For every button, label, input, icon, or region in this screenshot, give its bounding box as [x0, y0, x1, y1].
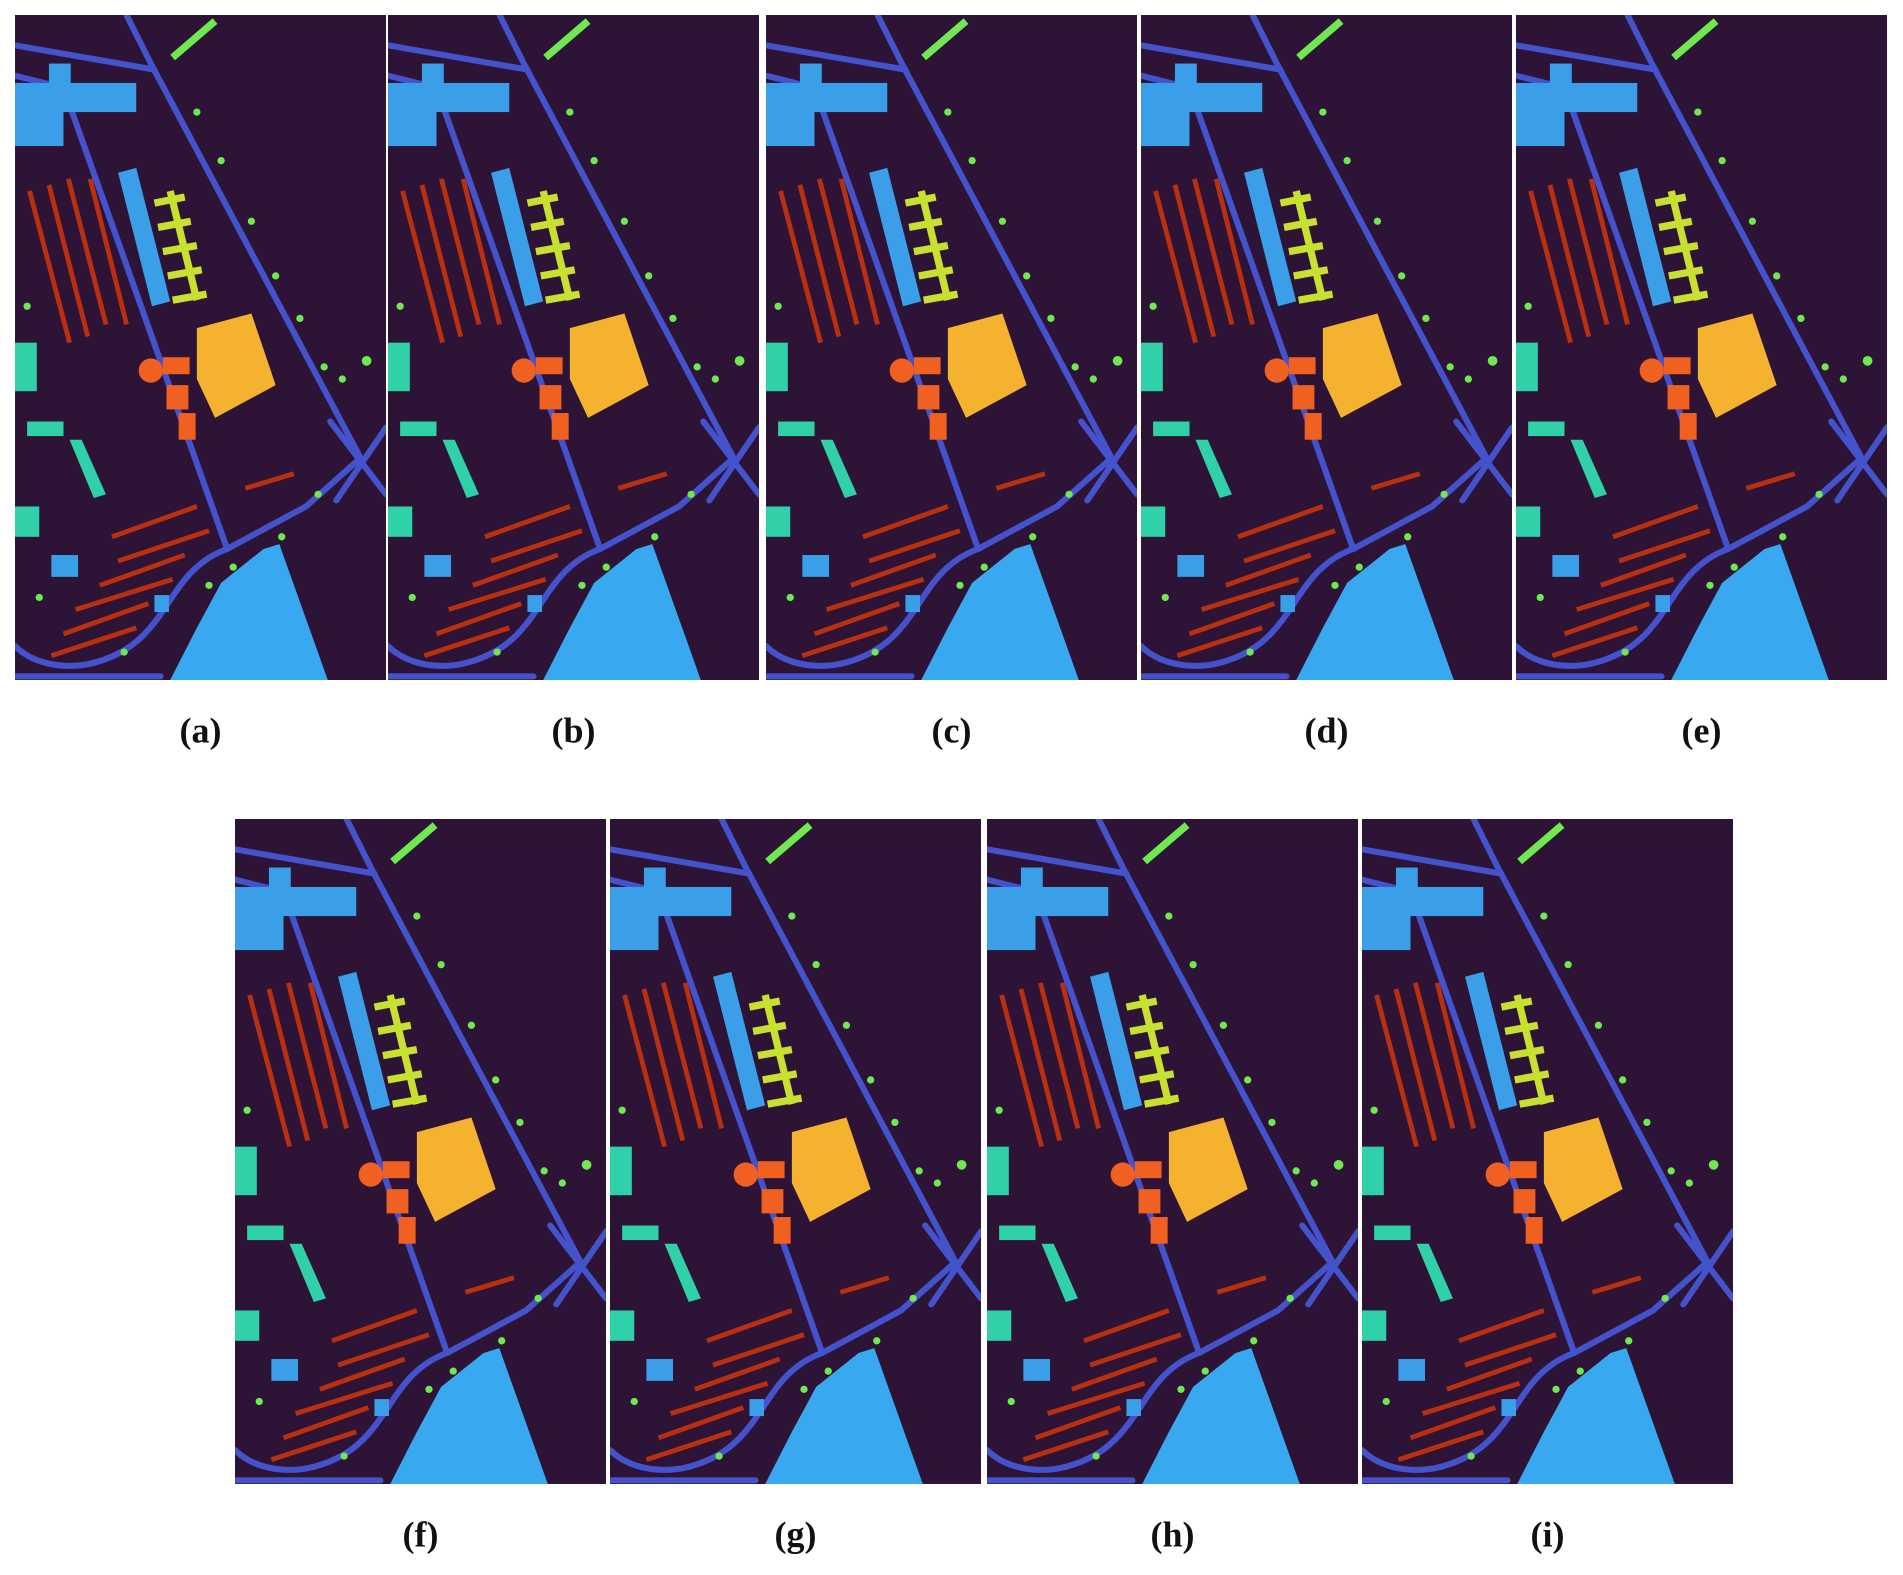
- classification-map: [388, 15, 759, 680]
- classification-map: [1141, 15, 1512, 680]
- classification-map: [987, 819, 1358, 1484]
- panel-label: (h): [1151, 1514, 1195, 1554]
- panel-label: (d): [1305, 710, 1349, 750]
- panel-label: (a): [180, 710, 222, 750]
- classification-map: [1362, 819, 1733, 1484]
- classification-map: [1516, 15, 1887, 680]
- classification-map: [15, 15, 386, 680]
- panel-label: (c): [932, 710, 972, 750]
- classification-map: [235, 819, 606, 1484]
- panel-label: (g): [775, 1514, 817, 1554]
- panel-label: (e): [1682, 710, 1722, 750]
- panel-label: (i): [1531, 1514, 1565, 1554]
- panel-label: (b): [552, 710, 596, 750]
- classification-map: [610, 819, 981, 1484]
- panel-label: (f): [403, 1514, 439, 1554]
- classification-map: [766, 15, 1137, 680]
